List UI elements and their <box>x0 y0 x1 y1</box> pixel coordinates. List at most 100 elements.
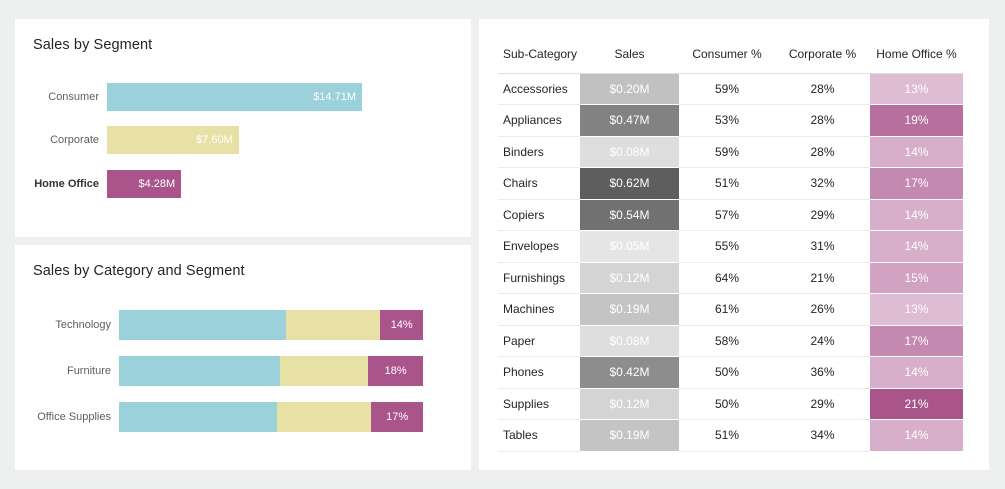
table-row[interactable]: Phones $0.42M 50% 36% 14% <box>498 356 963 389</box>
table-row[interactable]: Chairs $0.62M 51% 32% 17% <box>498 167 963 200</box>
category-label: Office Supplies <box>37 411 111 423</box>
column-header-sales[interactable]: Sales <box>580 35 679 74</box>
consumer-pct-cell: 50% <box>679 356 775 389</box>
segment-bar[interactable] <box>107 170 182 198</box>
table-row[interactable]: Supplies $0.12M 50% 29% 21% <box>498 388 963 420</box>
table-row[interactable]: Binders $0.08M 59% 28% 14% <box>498 136 963 168</box>
subcategory-cell: Binders <box>498 136 580 168</box>
segment-data-label: $14.71M <box>313 91 356 103</box>
subcategory-cell: Machines <box>498 293 580 326</box>
sales-by-category-card: Sales by Category and Segment Technology… <box>15 245 471 470</box>
corporate-pct-cell: 34% <box>775 419 870 452</box>
home-office-pct-cell: 17% <box>870 167 963 200</box>
sales-cell: $0.42M <box>580 356 679 389</box>
category-segment-bar[interactable] <box>371 402 423 432</box>
consumer-pct-cell: 51% <box>679 419 775 452</box>
category-segment-bar[interactable] <box>286 310 381 340</box>
segment-data-label: $7.60M <box>196 134 233 146</box>
sales-by-segment-title: Sales by Segment <box>33 37 153 53</box>
consumer-pct-cell: 50% <box>679 388 775 420</box>
subcategory-cell: Supplies <box>498 388 580 420</box>
subcategory-cell: Accessories <box>498 73 580 105</box>
segment-label: Consumer <box>48 91 99 103</box>
consumer-pct-cell: 58% <box>679 325 775 357</box>
consumer-pct-cell: 57% <box>679 199 775 231</box>
sales-cell: $0.12M <box>580 262 679 294</box>
subcategory-cell: Appliances <box>498 104 580 137</box>
sales-cell: $0.20M <box>580 73 679 105</box>
column-header-corporate[interactable]: Corporate % <box>775 35 870 74</box>
category-segment-bar[interactable] <box>277 402 372 432</box>
subcategory-cell: Paper <box>498 325 580 357</box>
table-row[interactable]: Tables $0.19M 51% 34% 14% <box>498 419 963 452</box>
corporate-pct-cell: 28% <box>775 104 870 137</box>
corporate-pct-cell: 31% <box>775 230 870 263</box>
consumer-pct-cell: 53% <box>679 104 775 137</box>
category-label: Furniture <box>66 365 111 377</box>
corporate-pct-cell: 21% <box>775 262 870 294</box>
category-data-label: 18% <box>384 365 407 377</box>
segment-bar[interactable] <box>107 83 362 111</box>
sales-cell: $0.05M <box>580 230 679 263</box>
category-segment-bar[interactable] <box>280 356 369 386</box>
category-data-label: 14% <box>390 319 413 331</box>
home-office-pct-cell: 19% <box>870 104 963 137</box>
category-segment-bar[interactable] <box>119 356 281 386</box>
subcategory-cell: Phones <box>498 356 580 389</box>
sales-cell: $0.62M <box>580 167 679 200</box>
corporate-pct-cell: 26% <box>775 293 870 326</box>
home-office-pct-cell: 17% <box>870 325 963 357</box>
home-office-pct-cell: 21% <box>870 388 963 420</box>
sales-cell: $0.08M <box>580 325 679 357</box>
segment-data-label: $4.28M <box>138 178 176 190</box>
consumer-pct-cell: 55% <box>679 230 775 263</box>
consumer-pct-cell: 61% <box>679 293 775 326</box>
category-segment-bar[interactable] <box>368 356 423 386</box>
subcategory-cell: Furnishings <box>498 262 580 294</box>
consumer-pct-cell: 51% <box>679 167 775 200</box>
corporate-pct-cell: 29% <box>775 199 870 231</box>
corporate-pct-cell: 28% <box>775 73 870 105</box>
home-office-pct-cell: 14% <box>870 199 963 231</box>
table-row[interactable]: Accessories $0.20M 59% 28% 13% <box>498 73 963 105</box>
home-office-pct-cell: 13% <box>870 73 963 105</box>
corporate-pct-cell: 32% <box>775 167 870 200</box>
subcategory-cell: Copiers <box>498 199 580 231</box>
corporate-pct-cell: 29% <box>775 388 870 420</box>
column-header-consumer[interactable]: Consumer % <box>679 35 775 74</box>
table-row[interactable]: Furnishings $0.12M 64% 21% 15% <box>498 262 963 294</box>
corporate-pct-cell: 36% <box>775 356 870 389</box>
table-header-row: Sub-Category Sales Consumer % Corporate … <box>498 35 963 74</box>
sales-cell: $0.54M <box>580 199 679 231</box>
column-header-home-office[interactable]: Home Office % <box>870 35 963 74</box>
sales-cell: $0.12M <box>580 388 679 420</box>
segment-bar[interactable] <box>107 126 239 154</box>
consumer-pct-cell: 59% <box>679 136 775 168</box>
home-office-pct-cell: 14% <box>870 136 963 168</box>
category-segment-bar[interactable] <box>380 310 423 340</box>
sales-by-segment-card: Sales by Segment Consumer $14.71M Corporat… <box>15 19 471 237</box>
sales-cell: $0.08M <box>580 136 679 168</box>
consumer-pct-cell: 59% <box>679 73 775 105</box>
subcategory-table-card: Sub-Category Sales Consumer % Corporate … <box>479 19 989 470</box>
table-row[interactable]: Appliances $0.47M 53% 28% 19% <box>498 104 963 137</box>
category-data-label: 17% <box>386 411 409 423</box>
segment-label: Home Office <box>34 178 99 190</box>
sales-cell: $0.19M <box>580 293 679 326</box>
table-row[interactable]: Envelopes $0.05M 55% 31% 14% <box>498 230 963 263</box>
subcategory-cell: Envelopes <box>498 230 580 263</box>
home-office-pct-cell: 13% <box>870 293 963 326</box>
home-office-pct-cell: 15% <box>870 262 963 294</box>
table-row[interactable]: Paper $0.08M 58% 24% 17% <box>498 325 963 357</box>
category-segment-bar[interactable] <box>119 402 278 432</box>
category-label: Technology <box>55 319 111 331</box>
column-header-subcategory[interactable]: Sub-Category <box>498 35 580 74</box>
table-row[interactable]: Copiers $0.54M 57% 29% 14% <box>498 199 963 231</box>
table-row[interactable]: Machines $0.19M 61% 26% 13% <box>498 293 963 326</box>
home-office-pct-cell: 14% <box>870 356 963 389</box>
home-office-pct-cell: 14% <box>870 230 963 263</box>
segment-label: Corporate <box>50 134 99 146</box>
subcategory-cell: Chairs <box>498 167 580 200</box>
sales-cell: $0.47M <box>580 104 679 137</box>
category-segment-bar[interactable] <box>119 310 287 340</box>
